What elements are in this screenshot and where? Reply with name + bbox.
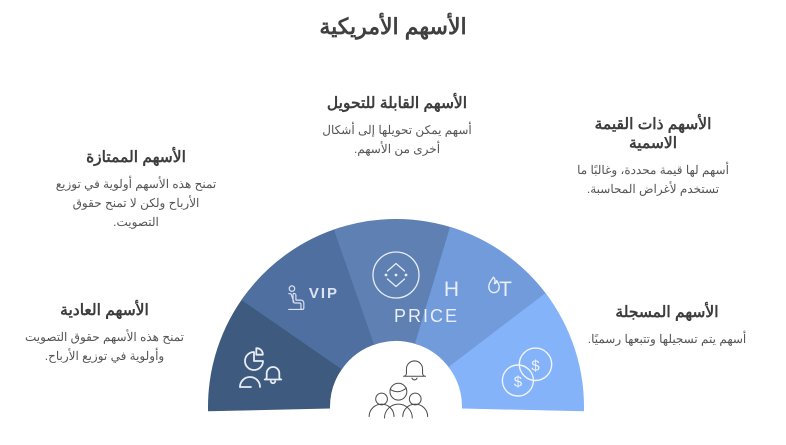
svg-text:H: H xyxy=(444,278,459,301)
svg-text:$: $ xyxy=(531,357,540,374)
svg-text:T: T xyxy=(499,278,512,301)
svg-text:PRICE: PRICE xyxy=(394,306,459,326)
svg-text:$: $ xyxy=(514,374,523,391)
svg-text:VIP: VIP xyxy=(309,285,339,302)
